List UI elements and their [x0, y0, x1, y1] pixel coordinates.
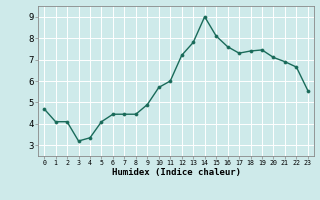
X-axis label: Humidex (Indice chaleur): Humidex (Indice chaleur) — [111, 168, 241, 177]
